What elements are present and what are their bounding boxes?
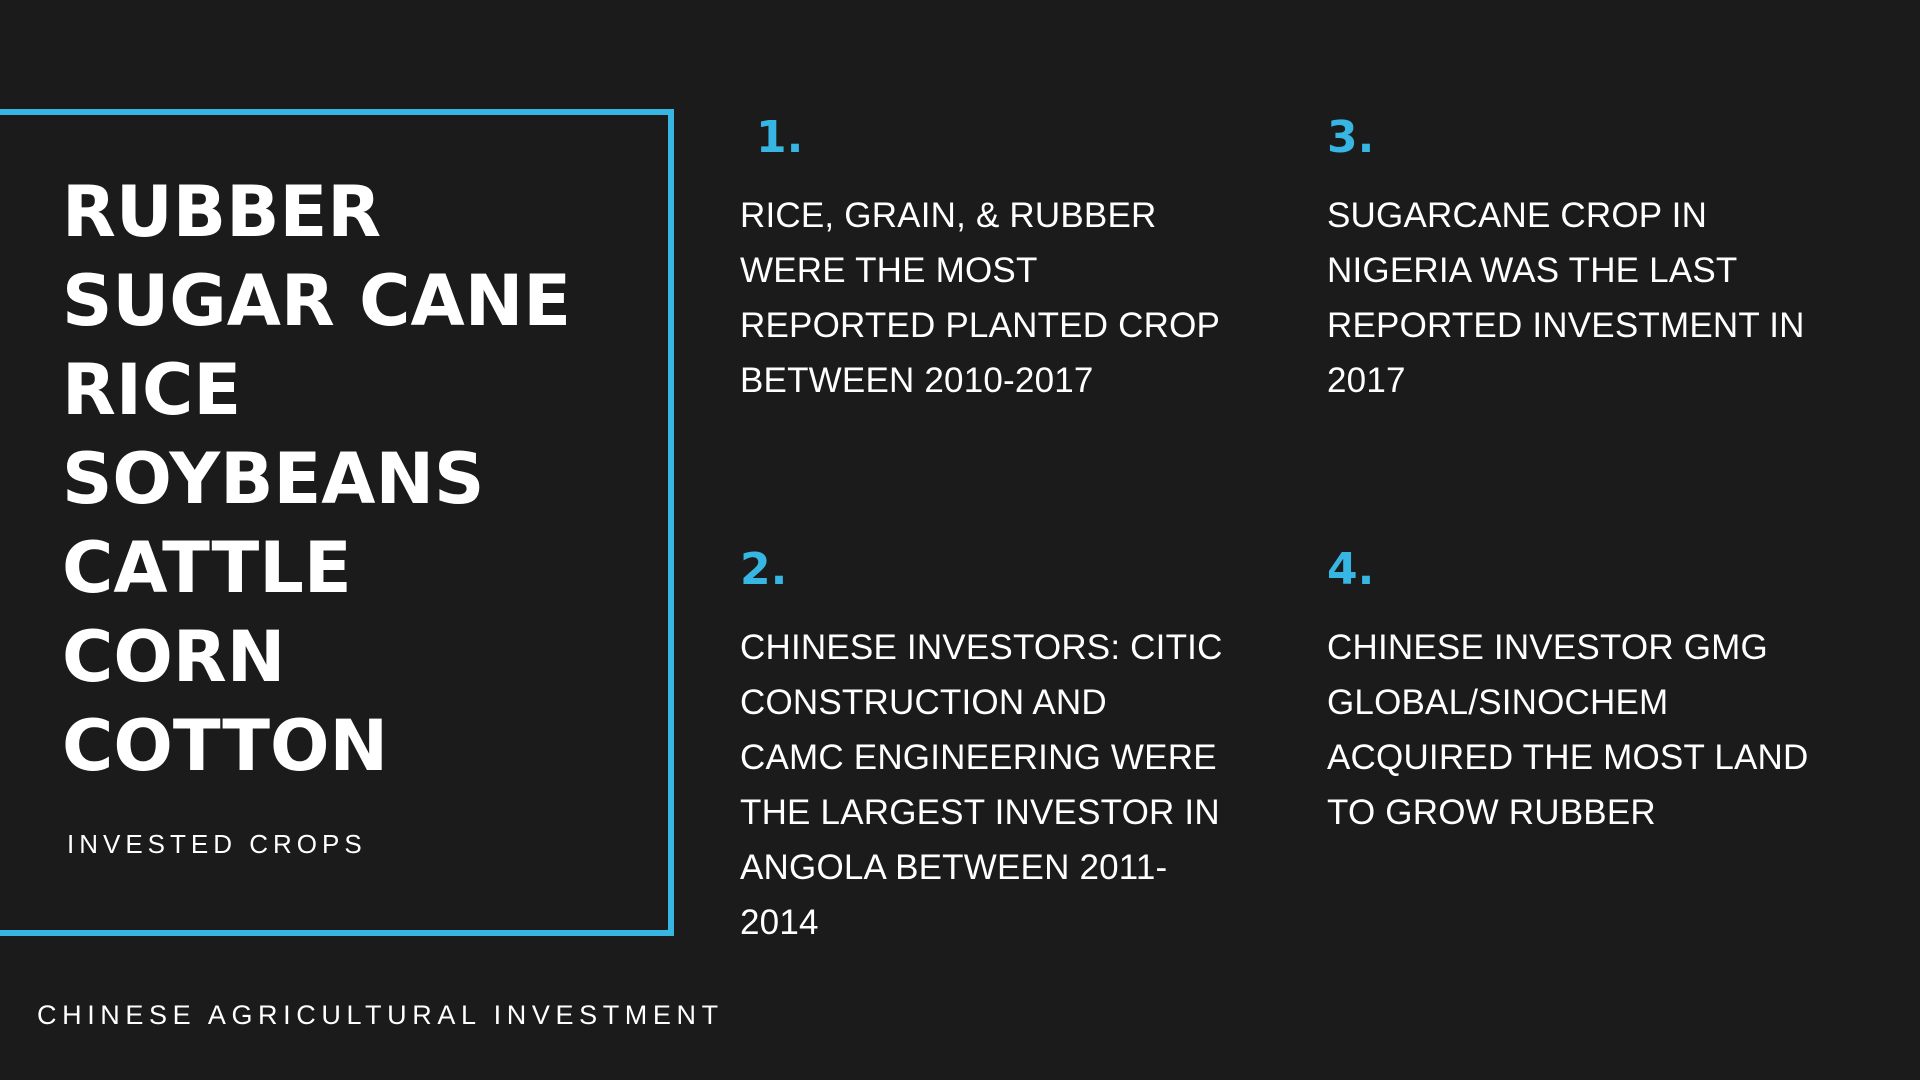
fact-number: 2. — [740, 544, 788, 595]
crop-item-cattle: CATTLE — [62, 527, 352, 609]
crop-item-corn: CORN — [62, 616, 286, 698]
fact-text-line: WERE THE MOST — [740, 251, 1038, 290]
fact-text-line: RICE, GRAIN, & RUBBER — [740, 196, 1157, 235]
fact-text: RICE, GRAIN, & RUBBER WERE THE MOST REPO… — [740, 188, 1260, 408]
slide-footer-title: CHINESE AGRICULTURAL INVESTMENT — [37, 1000, 724, 1030]
fact-text-line: 2017 — [1327, 361, 1406, 400]
fact-block-4: 4. CHINESE INVESTOR GMG GLOBAL/SINOCHEM … — [1327, 540, 1847, 840]
fact-block-3: 3. SUGARCANE CROP IN NIGERIA WAS THE LAS… — [1327, 108, 1847, 408]
fact-text-line: NIGERIA WAS THE LAST — [1327, 251, 1738, 290]
fact-text-line: GLOBAL/SINOCHEM — [1327, 683, 1669, 722]
fact-text-line: CAMC ENGINEERING WERE — [740, 738, 1217, 777]
fact-text: CHINESE INVESTORS: CITIC CONSTRUCTION AN… — [740, 620, 1260, 950]
crop-item-rubber: RUBBER — [62, 171, 382, 253]
fact-text-line: REPORTED PLANTED CROP — [740, 306, 1221, 345]
fact-text-line: THE LARGEST INVESTOR IN — [740, 793, 1220, 832]
invested-crops-list: RUBBER SUGAR CANE RICE SOYBEANS CATTLE C… — [62, 168, 571, 791]
fact-text-line: CHINESE INVESTORS: CITIC — [740, 628, 1223, 667]
fact-text-line: ACQUIRED THE MOST LAND — [1327, 738, 1809, 777]
fact-text-line: ANGOLA BETWEEN 2011- — [740, 848, 1168, 887]
fact-text-line: REPORTED INVESTMENT IN — [1327, 306, 1805, 345]
fact-text: SUGARCANE CROP IN NIGERIA WAS THE LAST R… — [1327, 188, 1847, 408]
fact-text: CHINESE INVESTOR GMG GLOBAL/SINOCHEM ACQ… — [1327, 620, 1847, 840]
fact-number: 4. — [1327, 544, 1375, 595]
crop-item-sugar-cane: SUGAR CANE — [62, 260, 572, 342]
crop-item-cotton: COTTON — [62, 705, 389, 787]
fact-number: 3. — [1327, 112, 1375, 163]
crop-box-frame — [0, 109, 674, 936]
fact-text-line: CONSTRUCTION AND — [740, 683, 1107, 722]
invested-crops-caption: INVESTED CROPS — [67, 829, 367, 859]
fact-text-line: CHINESE INVESTOR GMG — [1327, 628, 1768, 667]
fact-text-line: TO GROW RUBBER — [1327, 793, 1656, 832]
fact-text-line: 2014 — [740, 903, 819, 942]
fact-number: 1. — [756, 112, 804, 163]
fact-block-1: 1. RICE, GRAIN, & RUBBER WERE THE MOST R… — [740, 108, 1260, 408]
fact-text-line: SUGARCANE CROP IN — [1327, 196, 1708, 235]
fact-text-line: BETWEEN 2010-2017 — [740, 361, 1094, 400]
crop-item-soybeans: SOYBEANS — [62, 438, 485, 520]
crop-item-rice: RICE — [62, 349, 242, 431]
fact-block-2: 2. CHINESE INVESTORS: CITIC CONSTRUCTION… — [740, 540, 1260, 950]
